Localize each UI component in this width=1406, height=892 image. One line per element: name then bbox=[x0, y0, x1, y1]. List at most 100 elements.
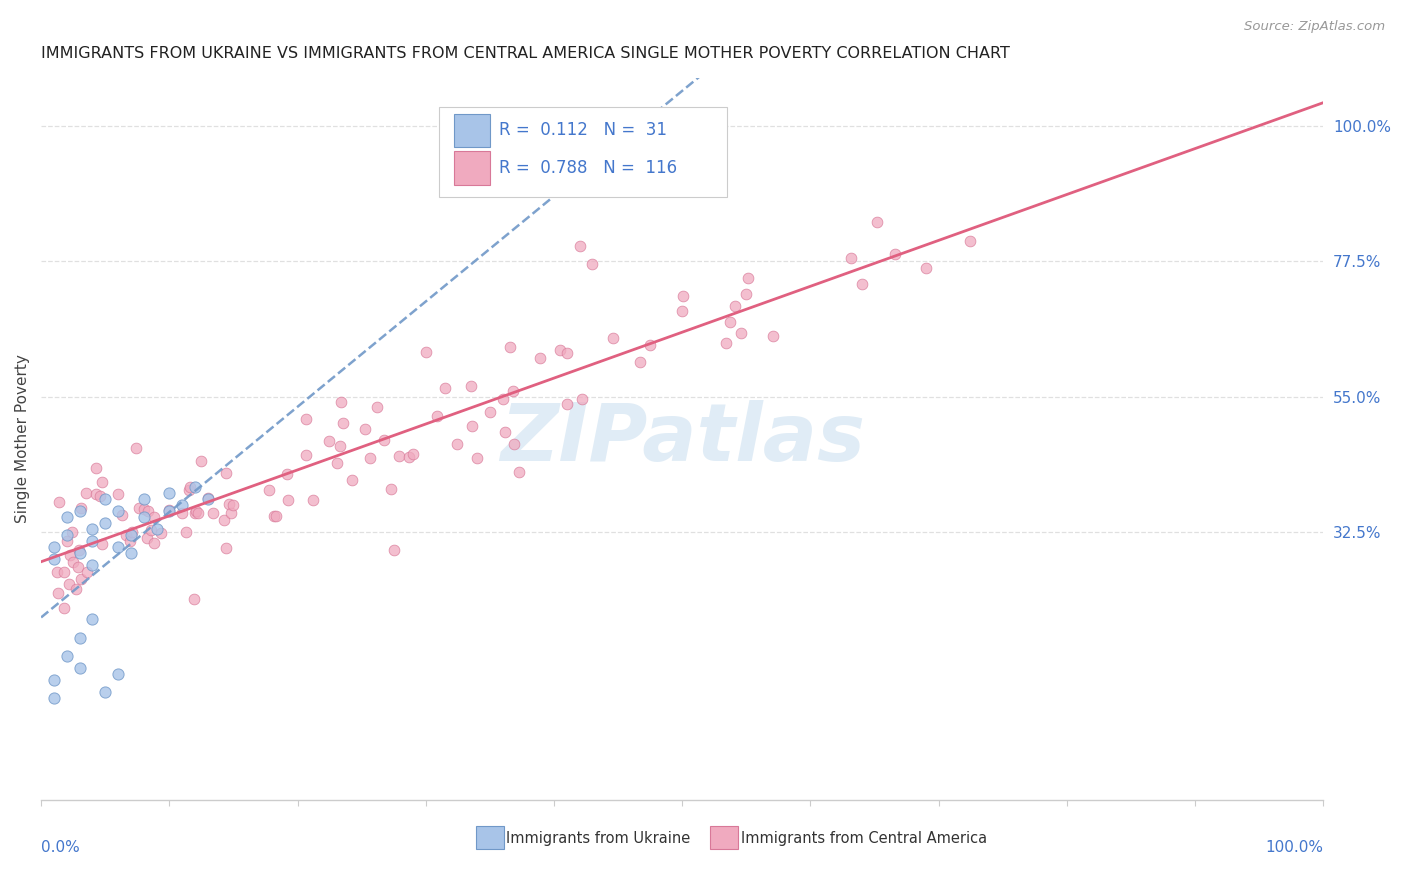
Point bbox=[107, 487, 129, 501]
Point bbox=[446, 437, 468, 451]
Point bbox=[671, 304, 693, 318]
Point bbox=[52, 600, 75, 615]
Point bbox=[62, 554, 84, 568]
Point bbox=[42, 690, 65, 705]
Point bbox=[326, 456, 349, 470]
Point bbox=[294, 412, 316, 426]
Point bbox=[55, 533, 77, 548]
Point bbox=[264, 508, 287, 523]
Point bbox=[340, 473, 363, 487]
Point bbox=[222, 498, 245, 512]
Point bbox=[866, 215, 889, 229]
Point bbox=[388, 449, 411, 463]
Point bbox=[197, 491, 219, 505]
Point bbox=[60, 524, 83, 539]
Point bbox=[132, 501, 155, 516]
Point bbox=[174, 524, 197, 539]
Point bbox=[672, 289, 695, 303]
Text: 100.0%: 100.0% bbox=[1265, 840, 1323, 855]
Point bbox=[55, 528, 77, 542]
Point bbox=[434, 381, 457, 395]
Point bbox=[132, 492, 155, 507]
Point bbox=[398, 450, 420, 465]
Point bbox=[568, 239, 591, 253]
Point bbox=[120, 546, 142, 560]
Point bbox=[494, 425, 516, 439]
Point bbox=[90, 537, 112, 551]
Point bbox=[183, 591, 205, 606]
Point bbox=[295, 448, 318, 462]
Point bbox=[276, 467, 298, 482]
Point bbox=[318, 434, 340, 448]
Point bbox=[157, 503, 180, 517]
Point bbox=[277, 493, 299, 508]
Point bbox=[571, 392, 593, 406]
Point bbox=[42, 552, 65, 566]
Point bbox=[52, 565, 75, 579]
Point bbox=[499, 340, 522, 354]
Text: R =  0.788   N =  116: R = 0.788 N = 116 bbox=[499, 159, 676, 177]
Point bbox=[190, 454, 212, 468]
Point bbox=[94, 684, 117, 698]
Point bbox=[415, 344, 437, 359]
Point bbox=[465, 450, 488, 465]
Point bbox=[218, 496, 240, 510]
Point bbox=[42, 540, 65, 554]
Point bbox=[581, 257, 603, 271]
Point bbox=[89, 489, 111, 503]
Point bbox=[851, 277, 873, 292]
Point bbox=[366, 400, 388, 414]
Point bbox=[529, 351, 551, 366]
Point bbox=[67, 542, 90, 557]
Point bbox=[491, 392, 513, 406]
Point bbox=[602, 331, 624, 345]
Point bbox=[170, 506, 193, 520]
Point bbox=[373, 433, 395, 447]
Text: Source: ZipAtlas.com: Source: ZipAtlas.com bbox=[1244, 20, 1385, 33]
Point bbox=[628, 355, 651, 369]
Point bbox=[735, 287, 758, 301]
Point bbox=[402, 447, 425, 461]
Point bbox=[91, 475, 114, 490]
Point bbox=[84, 487, 107, 501]
Point bbox=[76, 565, 98, 579]
Point bbox=[382, 542, 405, 557]
Point bbox=[136, 531, 159, 545]
Point bbox=[120, 528, 142, 542]
Point bbox=[145, 522, 167, 536]
Point bbox=[184, 506, 207, 520]
Point bbox=[380, 482, 402, 496]
Point bbox=[550, 343, 572, 358]
Point bbox=[508, 465, 530, 479]
Point bbox=[737, 270, 759, 285]
Point bbox=[884, 246, 907, 260]
Point bbox=[555, 346, 578, 360]
Point bbox=[107, 504, 129, 518]
Point bbox=[201, 506, 224, 520]
Text: ZIPatlas: ZIPatlas bbox=[499, 400, 865, 478]
Point bbox=[42, 673, 65, 687]
Point bbox=[177, 483, 200, 498]
Point bbox=[70, 573, 93, 587]
Point bbox=[86, 460, 108, 475]
Point bbox=[915, 261, 938, 276]
Point bbox=[82, 612, 104, 626]
Point bbox=[332, 416, 354, 430]
FancyBboxPatch shape bbox=[454, 152, 489, 185]
Point bbox=[70, 500, 93, 515]
Point bbox=[215, 467, 238, 481]
Point bbox=[94, 516, 117, 530]
Point bbox=[65, 582, 87, 597]
Point bbox=[353, 422, 375, 436]
Text: IMMIGRANTS FROM UKRAINE VS IMMIGRANTS FROM CENTRAL AMERICA SINGLE MOTHER POVERTY: IMMIGRANTS FROM UKRAINE VS IMMIGRANTS FR… bbox=[41, 46, 1010, 62]
Point bbox=[139, 523, 162, 537]
Point bbox=[841, 252, 863, 266]
Point bbox=[503, 437, 526, 451]
Point bbox=[502, 384, 524, 399]
Point bbox=[120, 533, 142, 548]
Point bbox=[82, 522, 104, 536]
Point bbox=[184, 480, 207, 494]
Point bbox=[69, 546, 91, 560]
FancyBboxPatch shape bbox=[454, 114, 489, 147]
Point bbox=[132, 510, 155, 524]
